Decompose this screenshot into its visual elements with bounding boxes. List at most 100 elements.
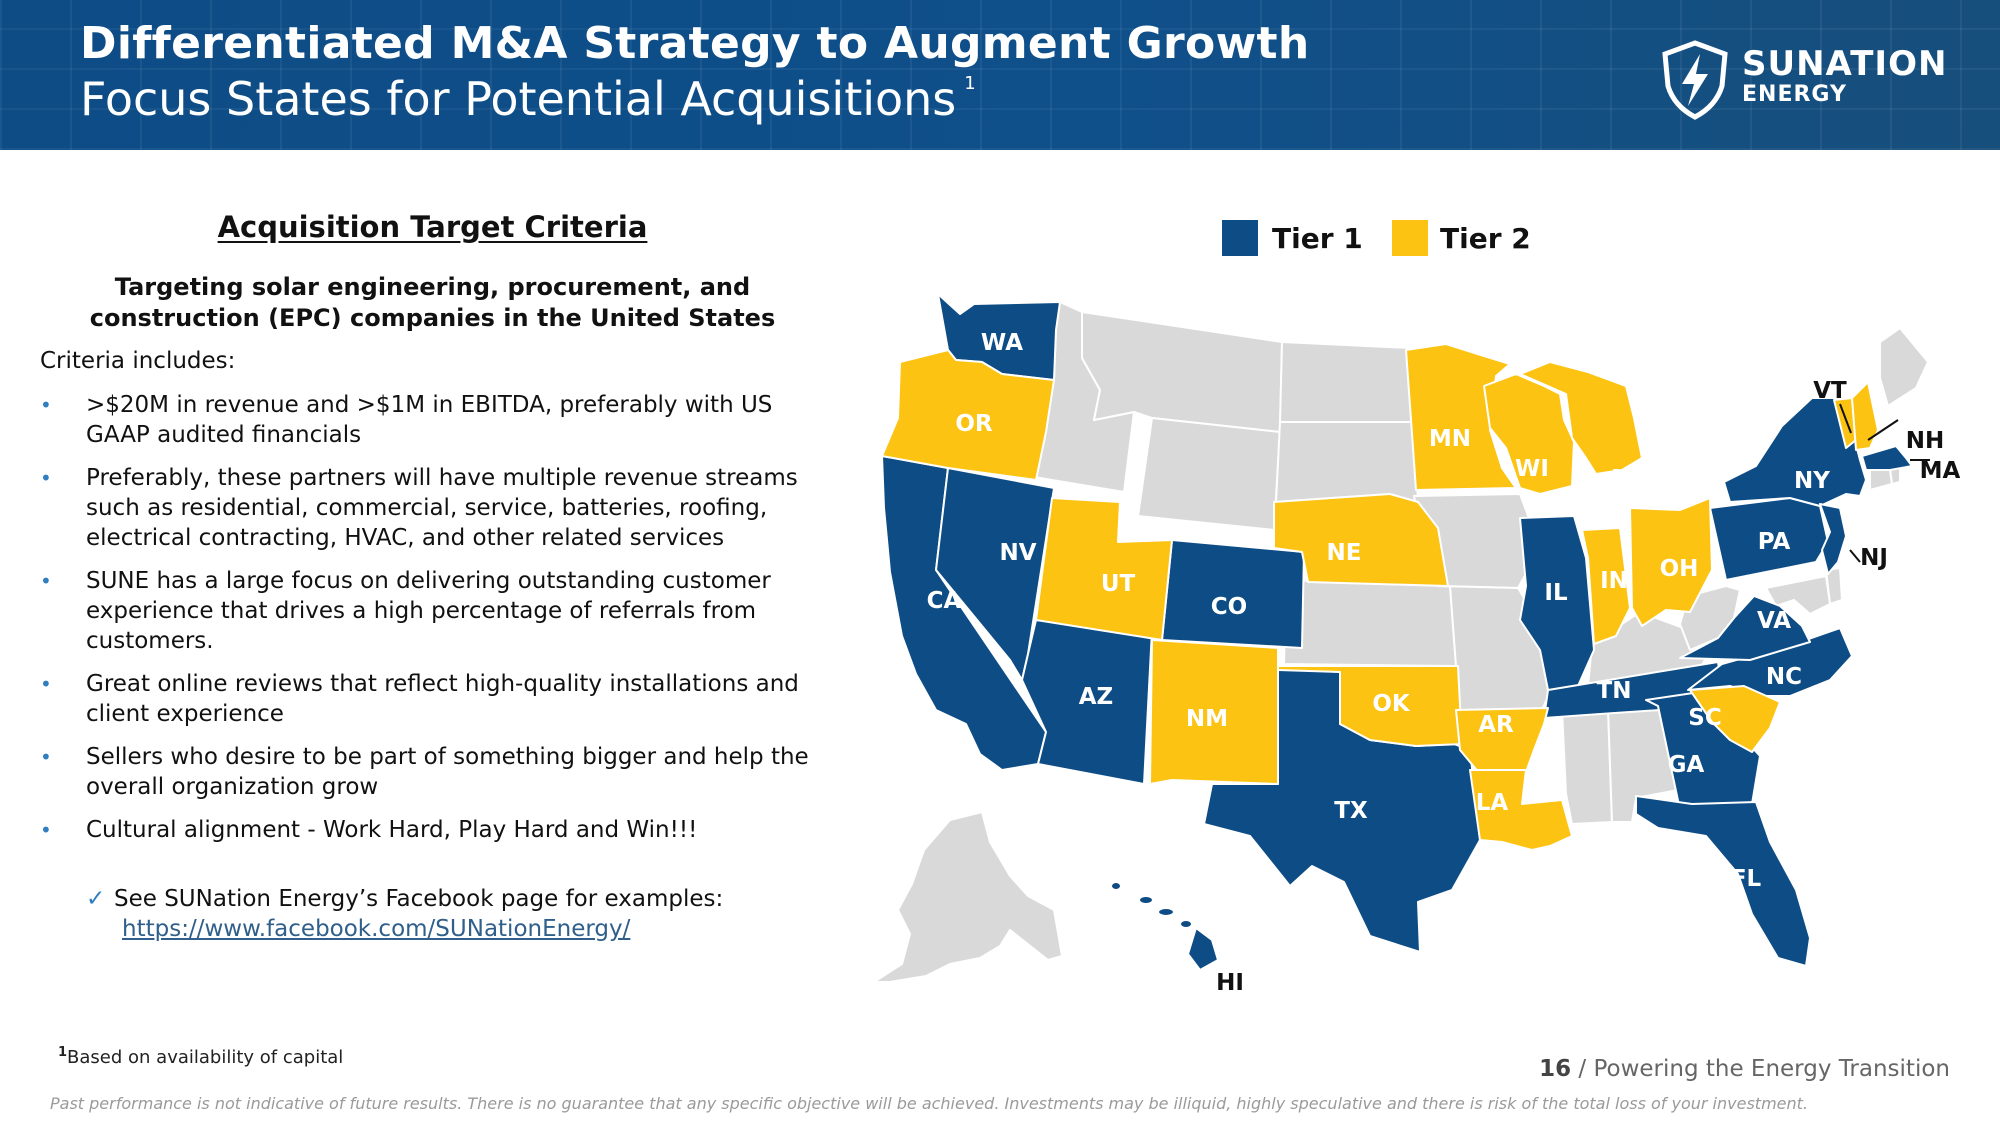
header-banner: Differentiated M&A Strategy to Augment G… bbox=[0, 0, 2000, 150]
criteria-item: • >$20M in revenue and >$1M in EBITDA, pr… bbox=[40, 390, 840, 450]
label-ut: UT bbox=[1101, 571, 1136, 597]
label-hi: HI bbox=[1216, 970, 1244, 996]
us-focus-states-map: WA OR CA NV UT CO AZ NM TX OK NE MN WI M… bbox=[873, 293, 1961, 996]
label-nj: NJ bbox=[1860, 545, 1888, 571]
state-new-hampshire bbox=[1851, 381, 1879, 451]
label-mn: MN bbox=[1429, 426, 1471, 452]
criteria-item-text: Preferably, these partners will have mul… bbox=[86, 465, 798, 551]
state-indiana bbox=[1581, 527, 1631, 645]
label-co: CO bbox=[1211, 594, 1247, 620]
state-kansas bbox=[1283, 579, 1457, 667]
label-wa: WA bbox=[981, 330, 1023, 356]
criteria-item-text: >$20M in revenue and >$1M in EBITDA, pre… bbox=[86, 392, 773, 448]
logo-subword: ENERGY bbox=[1742, 82, 1847, 107]
bullet-icon: • bbox=[40, 393, 52, 417]
state-california bbox=[881, 455, 1047, 771]
label-in: IN bbox=[1600, 568, 1628, 594]
tier2-label: Tier 2 bbox=[1440, 222, 1531, 255]
criteria-heading: Acquisition Target Criteria bbox=[217, 210, 648, 244]
page-title: Differentiated M&A Strategy to Augment G… bbox=[80, 18, 1310, 69]
state-new-york bbox=[1723, 397, 1867, 507]
tier2-swatch bbox=[1392, 220, 1428, 256]
label-ga: GA bbox=[1668, 752, 1705, 778]
label-oh: OH bbox=[1660, 556, 1699, 582]
label-pa: PA bbox=[1758, 529, 1791, 555]
state-mississippi bbox=[1561, 707, 1613, 825]
bullet-icon: • bbox=[40, 672, 52, 696]
checkmark-icon: ✓ bbox=[86, 886, 106, 912]
criteria-item-text: SUNE has a large focus on delivering out… bbox=[86, 568, 771, 654]
state-massachusetts bbox=[1861, 445, 1913, 471]
bullet-icon: • bbox=[40, 569, 52, 593]
state-wisconsin bbox=[1483, 373, 1575, 495]
footnote: 1Based on availability of capital bbox=[58, 1045, 343, 1068]
logo-wordmark: SUNATION bbox=[1742, 44, 1948, 84]
disclaimer: Past performance is not indicative of fu… bbox=[50, 1094, 1808, 1113]
page-footer: 16 / Powering the Energy Transition bbox=[1539, 1056, 1950, 1082]
state-hawaii bbox=[1110, 881, 1219, 971]
subtitle-footnote-marker: 1 bbox=[964, 73, 976, 94]
criteria-item: • Cultural alignment - Work Hard, Play Ha… bbox=[40, 815, 840, 845]
state-label-group: WA OR CA NV UT CO AZ NM TX OK NE MN WI M… bbox=[927, 330, 1961, 996]
state-alaska bbox=[873, 811, 1063, 983]
state-north-dakota bbox=[1279, 341, 1415, 423]
label-nh: NH bbox=[1906, 428, 1945, 454]
criteria-item-text: Sellers who desire to be part of somethi… bbox=[86, 744, 809, 800]
state-utah bbox=[1035, 497, 1173, 641]
state-new-jersey bbox=[1819, 503, 1847, 575]
state-michigan bbox=[1519, 361, 1643, 475]
label-ne: NE bbox=[1327, 540, 1362, 566]
state-florida bbox=[1635, 795, 1811, 967]
targeting-statement: Targeting solar engineering, procurement… bbox=[89, 273, 776, 332]
footer-separator: / bbox=[1578, 1056, 1587, 1082]
subtitle-text: Focus States for Potential Acquisitions bbox=[80, 72, 957, 126]
footnote-text: Based on availability of capital bbox=[67, 1047, 344, 1068]
page-subtitle: Focus States for Potential Acquisitions 1 bbox=[80, 72, 976, 126]
facebook-sub-bullet: ✓ See SUNation Energy’s Facebook page fo… bbox=[86, 884, 874, 944]
label-la: LA bbox=[1476, 790, 1509, 816]
criteria-item-text: Cultural alignment - Work Hard, Play Har… bbox=[86, 817, 698, 843]
state-nebraska bbox=[1273, 493, 1449, 587]
state-oklahoma bbox=[1277, 665, 1463, 747]
label-or: OR bbox=[955, 411, 993, 437]
state-wyoming bbox=[1137, 417, 1281, 531]
label-vt: VT bbox=[1813, 378, 1847, 404]
sub-bullet-text: See SUNation Energy’s Facebook page for … bbox=[114, 886, 724, 912]
criteria-intro: Criteria includes: bbox=[40, 348, 236, 374]
label-nc: NC bbox=[1766, 664, 1802, 690]
label-ny: NY bbox=[1794, 468, 1830, 494]
state-maine bbox=[1879, 327, 1929, 407]
state-new-mexico bbox=[1149, 639, 1279, 785]
label-ma: MA bbox=[1920, 458, 1961, 484]
criteria-list: • >$20M in revenue and >$1M in EBITDA, pr… bbox=[40, 390, 840, 858]
tier1-label: Tier 1 bbox=[1272, 222, 1363, 255]
state-oregon bbox=[881, 349, 1055, 481]
label-fl: FL bbox=[1731, 866, 1762, 892]
state-south-dakota bbox=[1275, 421, 1419, 503]
state-arkansas bbox=[1455, 707, 1549, 775]
page-number: 16 bbox=[1539, 1056, 1572, 1082]
label-mi: MI bbox=[1611, 466, 1642, 492]
footnote-marker: 1 bbox=[58, 1045, 68, 1060]
label-ok: OK bbox=[1372, 691, 1411, 717]
criteria-item: • Great online reviews that reflect high-… bbox=[40, 669, 840, 729]
tier1-swatch bbox=[1222, 220, 1258, 256]
state-ohio bbox=[1629, 497, 1713, 627]
state-louisiana bbox=[1469, 769, 1573, 851]
facebook-link[interactable]: https://www.facebook.com/SUNationEnergy/ bbox=[122, 916, 631, 942]
state-connecticut bbox=[1869, 467, 1893, 491]
sunation-logo: SUNATION ENERGY bbox=[1660, 40, 1960, 120]
label-wi: WI bbox=[1515, 456, 1549, 482]
state-south-carolina bbox=[1689, 685, 1781, 753]
label-tn: TN bbox=[1597, 678, 1632, 704]
shield-bolt-icon bbox=[1662, 40, 1728, 120]
label-ca: CA bbox=[927, 588, 962, 614]
bullet-icon: • bbox=[40, 745, 52, 769]
footer-tagline: Powering the Energy Transition bbox=[1593, 1056, 1950, 1082]
bullet-icon: • bbox=[40, 818, 52, 842]
label-va: VA bbox=[1757, 608, 1791, 634]
criteria-item: • Sellers who desire to be part of someth… bbox=[40, 742, 840, 802]
callout-lines bbox=[1839, 403, 1930, 563]
state-montana bbox=[1081, 311, 1283, 433]
bullet-icon: • bbox=[40, 466, 52, 490]
